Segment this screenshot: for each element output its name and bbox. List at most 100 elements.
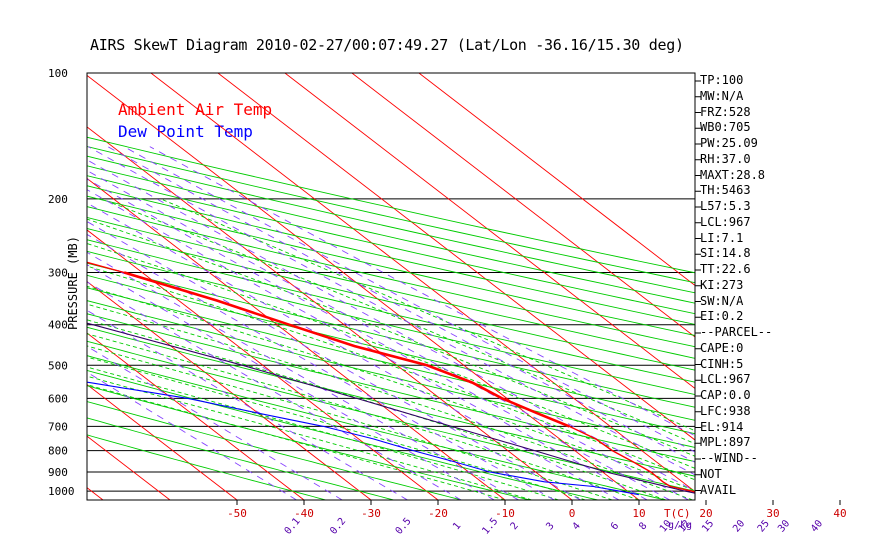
pressure-tick-label: 1000 (48, 485, 75, 498)
dry-adiabat-line (87, 262, 695, 408)
mixing-ratio-line (87, 221, 581, 500)
stability-index-row: TP:100 (700, 73, 744, 87)
dry-adiabat-line (87, 340, 695, 492)
mixing-ratio-label: 0.2 (328, 516, 348, 537)
pressure-tick-label: 900 (48, 466, 68, 479)
mixing-ratio-line (87, 159, 695, 492)
bottom-temp-tick-label: -20 (428, 507, 448, 520)
mixing-ratio-line (87, 264, 495, 500)
stability-index-row: RH:37.0 (700, 151, 751, 166)
dry-adiabat-line (87, 206, 695, 348)
stability-index-row: --WIND-- (700, 451, 758, 465)
dry-adiabat-line (87, 313, 695, 463)
moist-adiabat-line (87, 319, 666, 500)
dry-adiabat-line (87, 165, 695, 304)
pressure-tick-label: 600 (48, 392, 68, 405)
mixing-ratio-label: 15 (700, 518, 716, 534)
mixing-ratio-label: 6 (609, 521, 621, 533)
bottom-temp-tick-label: 40 (833, 507, 846, 520)
mixing-ratio-line (87, 281, 462, 500)
dry-adiabat-line (87, 195, 695, 336)
dry-adiabat-line (87, 326, 695, 477)
chart-title: AIRS SkewT Diagram 2010-02-27/00:07:49.2… (90, 36, 684, 54)
pressure-tick-label: 400 (48, 319, 68, 332)
dry-adiabat-line (87, 185, 695, 325)
stability-index-row: LCL:967 (700, 214, 751, 229)
pressure-tick-label: 200 (48, 193, 68, 206)
isotherm-line (87, 332, 305, 500)
mixing-ratio-line (149, 146, 695, 437)
moist-adiabat-line (87, 333, 640, 500)
isotherm-line (351, 73, 695, 338)
stability-index-row: LI:7.1 (700, 230, 744, 245)
mixing-ratio-line (87, 233, 555, 500)
pressure-tick-label: 700 (48, 420, 68, 433)
moist-adiabat-line (87, 218, 695, 457)
mixing-ratio-label: 2 (509, 521, 521, 533)
mixing-ratio-unit-label: g/kg (668, 520, 692, 531)
dry-adiabat-line (87, 155, 695, 294)
moist-adiabat-line (87, 345, 613, 500)
isotherm-line (217, 73, 695, 441)
mixing-ratio-line (87, 371, 297, 500)
stability-index-row: MW:N/A (700, 88, 744, 103)
stability-index-row: EL:914 (700, 419, 744, 434)
isotherm-line (87, 384, 238, 500)
isotherm-line (418, 73, 695, 286)
isotherm-line (87, 435, 171, 500)
dry-adiabat-line (87, 355, 666, 500)
moist-adiabat-line (87, 366, 559, 500)
pressure-tick-label: 100 (48, 67, 68, 80)
bottom-temp-tick-label: -30 (361, 507, 381, 520)
stability-index-row: WB0:705 (700, 120, 751, 135)
dry-adiabat-line (87, 250, 695, 396)
stability-index-row: TH:5463 (700, 183, 751, 198)
bottom-temp-tick-label: 10 (632, 507, 645, 520)
stability-index-row: FRZ:528 (700, 104, 751, 119)
ambient-air-temp-line-bold (123, 271, 570, 428)
isotherm-line (0, 73, 36, 500)
stability-index-row: MPL:897 (700, 435, 751, 450)
dry-adiabat-line (87, 146, 695, 284)
mixing-ratio-label: 4 (571, 521, 583, 533)
mixing-ratio-label: 30 (776, 518, 792, 534)
dry-adiabat-line (87, 401, 462, 500)
dry-adiabat-line (87, 385, 530, 500)
moist-adiabat-line (87, 285, 695, 492)
dry-adiabat-line (87, 175, 695, 315)
stability-index-row: SI:14.8 (700, 246, 751, 261)
stability-index-row: TT:22.6 (700, 262, 751, 276)
legend-dew-point-temp: Dew Point Temp (118, 122, 253, 141)
mixing-ratio-line (87, 309, 408, 500)
mixing-ratio-label: 1 (451, 521, 463, 533)
mixing-ratio-line (87, 189, 648, 500)
isotherm-line (87, 177, 506, 500)
dry-adiabat-line (87, 136, 695, 274)
dry-adiabat-line (87, 239, 695, 383)
stability-index-row: SW:N/A (700, 293, 744, 308)
stability-index-row: CINH:5 (700, 356, 744, 371)
isotherm-line (87, 74, 640, 500)
bottom-temp-tick-label: -10 (495, 507, 515, 520)
bottom-temp-tick-label: 20 (699, 507, 712, 520)
pressure-tick-label: 300 (48, 267, 68, 280)
mixing-ratio-line (87, 251, 519, 500)
moist-adiabat-line (101, 198, 695, 445)
bottom-temp-tick-label: 0 (569, 507, 576, 520)
moist-adiabat-line (87, 243, 695, 469)
bottom-temp-tick-label: 30 (766, 507, 779, 520)
dry-adiabat-line (87, 228, 695, 371)
mixing-ratio-label: 40 (809, 518, 825, 534)
isotherm-line (150, 73, 695, 493)
stability-index-row: CAP:0.0 (700, 388, 751, 402)
bottom-temp-tick-label: -40 (294, 507, 314, 520)
mixing-ratio-line (87, 178, 671, 500)
stability-index-row: AVAIL (700, 482, 737, 497)
dry-adiabat-line (87, 300, 695, 448)
isotherm-line (284, 73, 695, 390)
pressure-tick-label: 800 (48, 445, 68, 458)
mixing-ratio-line (107, 146, 695, 463)
stability-index-row: PW:25.09 (700, 136, 758, 150)
mixing-ratio-label: 8 (637, 521, 649, 533)
plot-frame (86, 72, 696, 501)
